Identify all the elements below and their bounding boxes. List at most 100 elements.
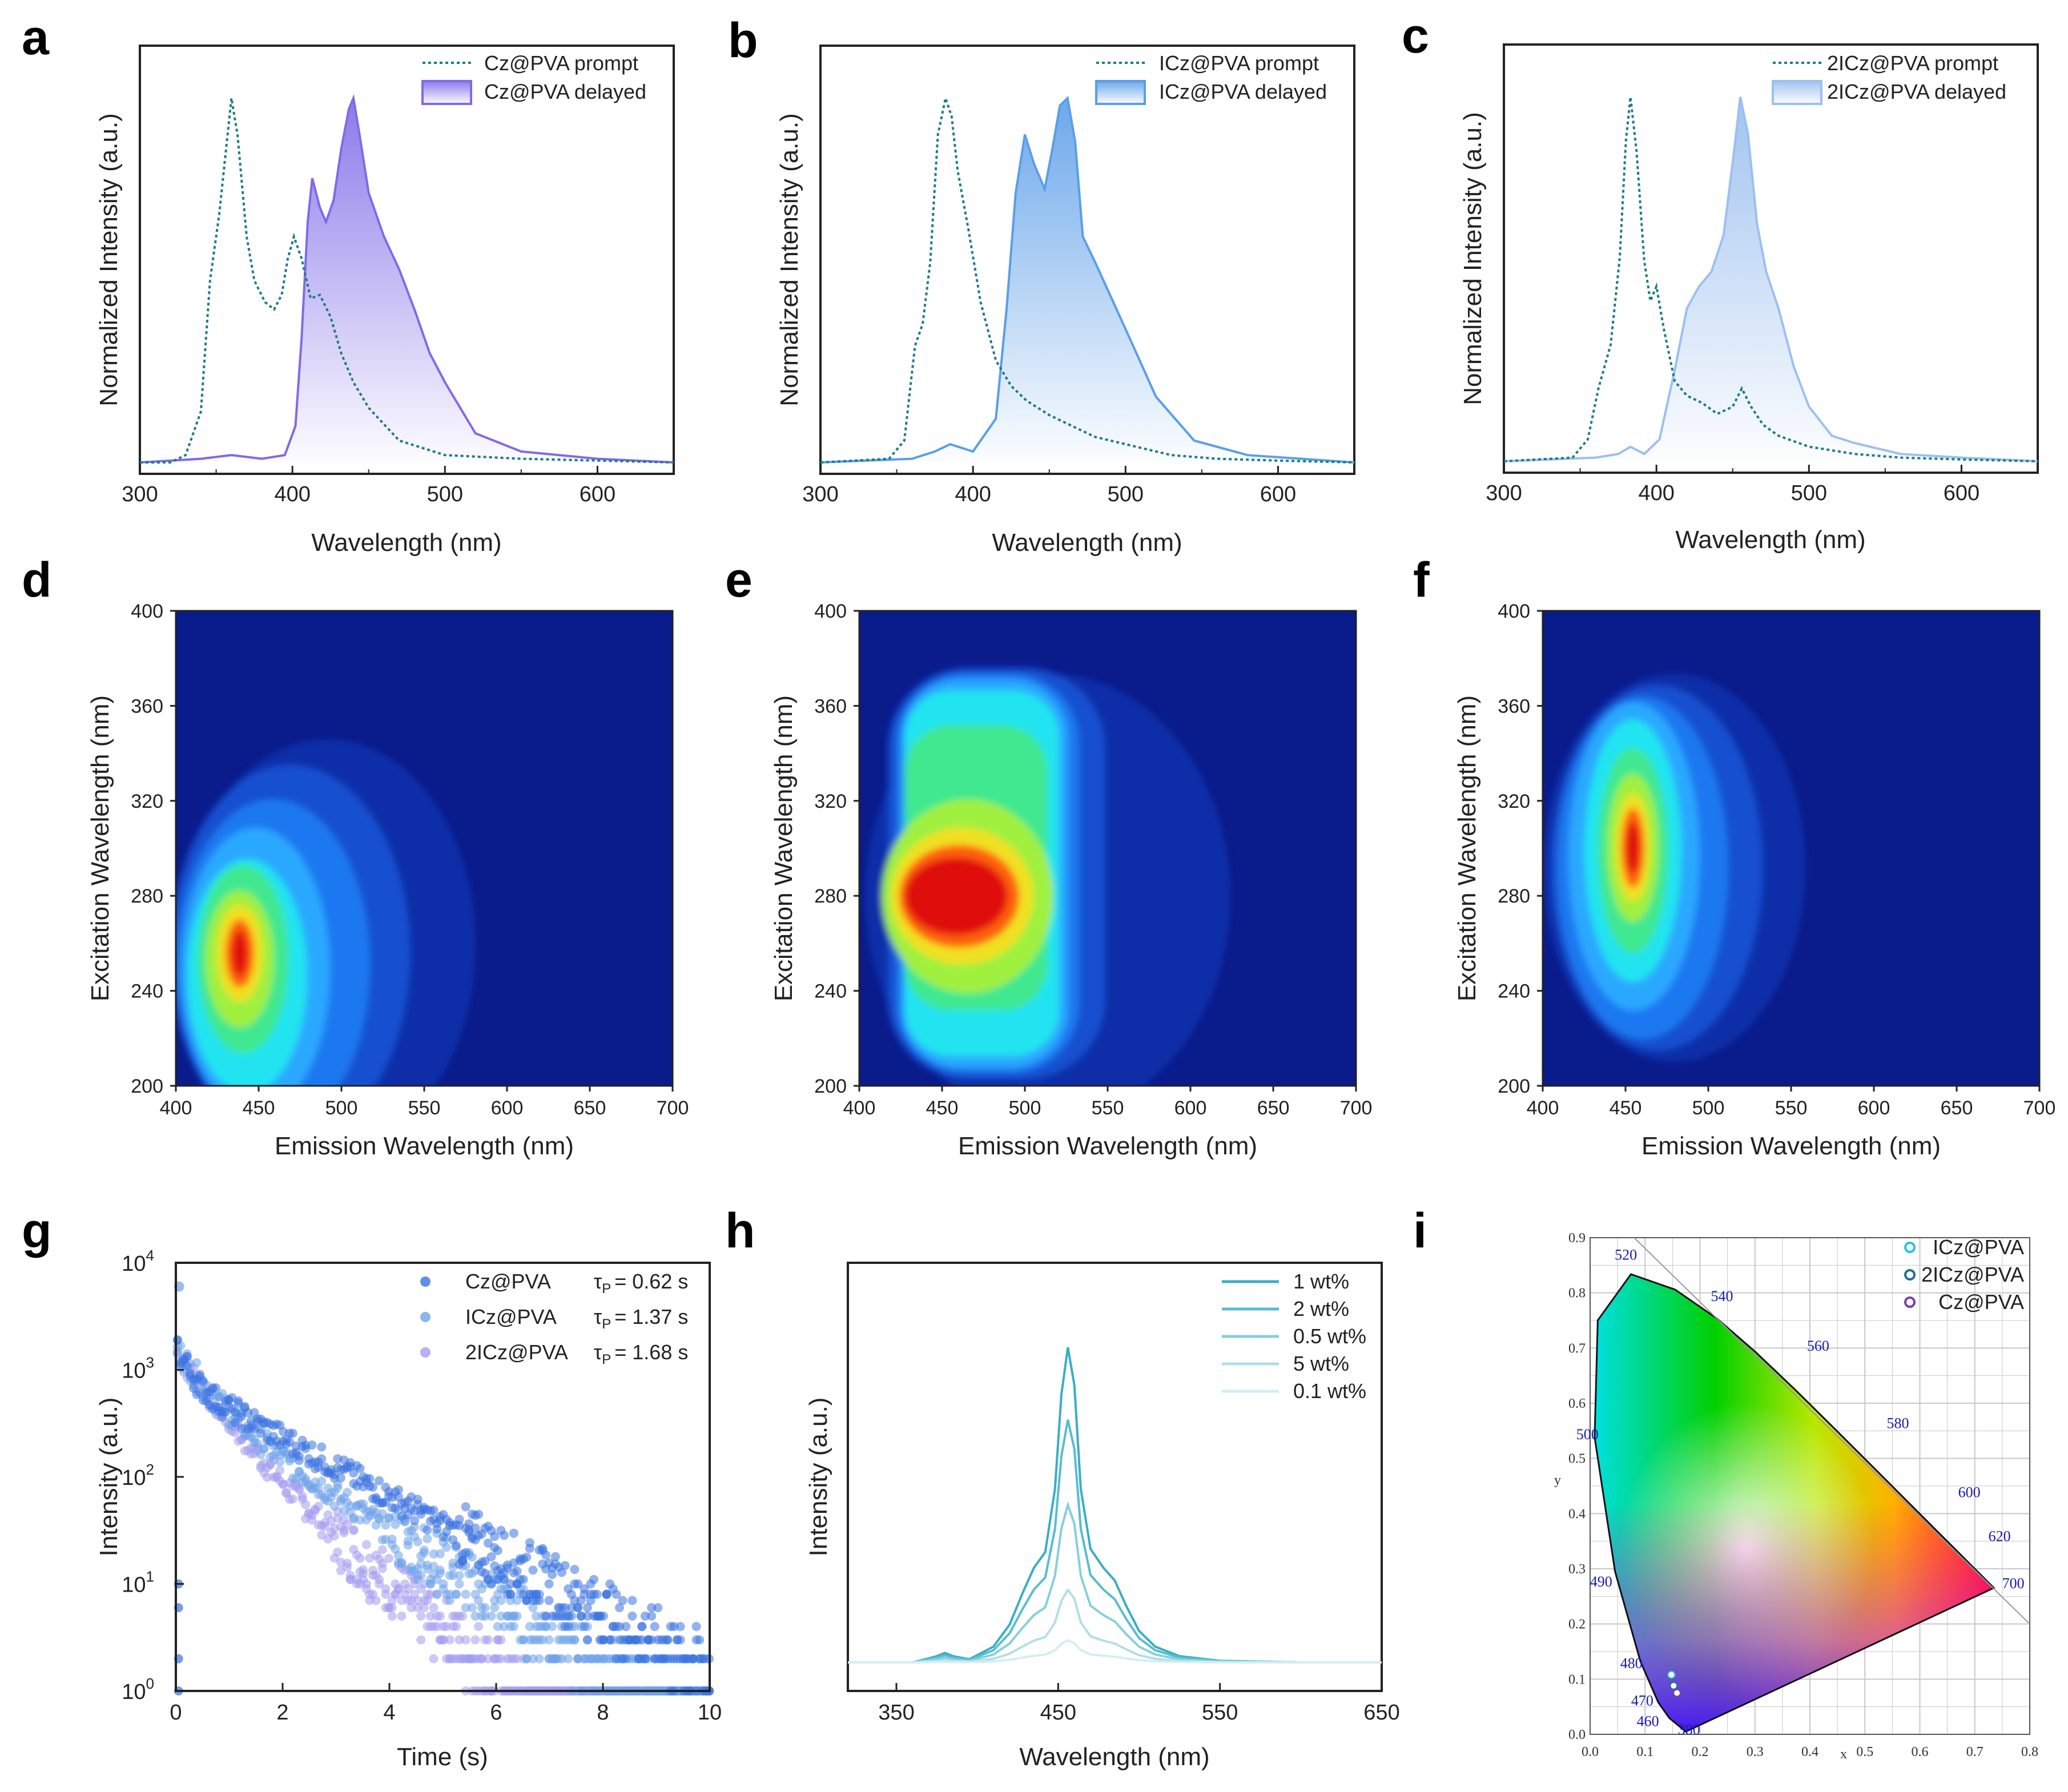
series-line-delayed [1504,96,2038,462]
decay-point [259,1444,269,1453]
decay-point [295,1451,304,1461]
decay-point [580,1584,589,1594]
decay-point [307,1440,317,1450]
plot-frame [847,1262,1383,1692]
decay-point [582,1635,592,1645]
heatmap-peak [232,931,248,976]
decay-point [580,1622,589,1632]
decay-point [544,1635,554,1645]
x-axis-ticks: 0 2 4 6 8 10 [170,1683,722,1725]
wavelength-label: 580 [1887,1415,1909,1432]
x-tick-label: 0.1 [1636,1745,1653,1759]
decay-point [445,1635,454,1645]
y-tick-label: 240 [814,981,847,1002]
decay-point [313,1501,323,1511]
y-tick-label: 102 [122,1461,154,1490]
decay-point [570,1565,580,1574]
heatmap-peak [905,857,1008,935]
x-tick-label: 450 [1040,1701,1076,1725]
decay-point [349,1525,359,1535]
legend-label: 0.5 wt% [1293,1324,1366,1348]
legend-marker [420,1347,431,1358]
decay-point [393,1584,403,1594]
decay-point [496,1611,506,1621]
decay-point [570,1596,580,1605]
panel-d: 400 450 500 550 600 650 700 200 240 280 320 360 400… [86,601,689,1160]
heatmap-plot [1543,611,2039,1086]
decay-point [564,1654,573,1664]
y-tick-label: 103 [122,1354,154,1383]
panel-f: 400 450 500 550 600 650 700 200 240 280 320 360 400… [1453,601,2055,1160]
legend-swatch-delayed [421,80,472,105]
decay-point [647,1603,657,1613]
x-tick-label: 300 [802,482,838,506]
panel-g: 0 2 4 6 8 10 100 101 102 103 104 Time (s) Intensi… [95,1247,722,1771]
decay-point [397,1559,407,1568]
legend-label: 2 wt% [1293,1297,1349,1320]
decay-point [518,1635,528,1645]
decay-point [361,1540,371,1549]
x-tick-label: 550 [1092,1097,1124,1119]
x-axis-ticks: 400 450 500 550 600 650 700 [160,1086,689,1119]
decay-point [663,1635,673,1645]
decay-point [493,1546,502,1556]
decay-point [409,1522,419,1532]
decay-point [582,1603,592,1613]
decay-point [534,1654,544,1664]
decay-point [368,1482,377,1492]
decay-point [573,1603,583,1613]
decay-point [550,1552,560,1561]
y-tick-label: 104 [122,1247,154,1276]
decay-point [512,1611,522,1621]
decay-point [573,1579,583,1589]
x-tick-label: 300 [1486,481,1522,505]
decay-point [230,1407,240,1417]
decay-point [500,1622,509,1632]
y-axis-label: Intensity (a.u.) [95,1398,123,1557]
legend-label: ICz@PVA [465,1305,557,1328]
decay-point [509,1528,518,1538]
decay-point [695,1635,705,1645]
heatmap-peak [1626,822,1640,873]
y-axis-ticks: 200 240 280 320 360 400 [131,601,176,1097]
panel-label: f [1413,553,1430,607]
plot-frame [1503,43,2039,474]
y-tick-label: 0.0 [1568,1727,1586,1742]
y-tick-label: 0.1 [1568,1672,1586,1687]
y-tick-label: 200 [814,1076,847,1097]
decay-point [675,1635,685,1645]
y-axis-ticks: 200 240 280 320 360 400 [814,601,859,1097]
y-axis-ticks: 200 240 280 320 360 400 [1498,601,1543,1097]
decay-point [477,1654,486,1664]
decay-point [333,1547,343,1557]
y-tick-label: 400 [814,601,847,622]
decay-point [182,1361,192,1371]
x-tick-label: 0.6 [1912,1745,1929,1759]
decay-point [413,1603,423,1613]
wavelength-label: 460 [1637,1713,1659,1730]
y-axis-label: Intensity (a.u.) [804,1398,832,1557]
decay-point [230,1418,240,1427]
decay-point [442,1543,451,1552]
decay-point [618,1596,627,1605]
decay-point [486,1579,496,1589]
x-axis-ticks: 300 400 500 600 [802,466,1355,506]
decay-point [602,1589,611,1599]
x-tick-label: 650 [574,1097,606,1119]
x-tick-label: 500 [1108,482,1144,506]
decay-point [689,1654,698,1664]
y-axis-ticks: 100 101 102 103 104 [122,1247,184,1704]
wavelength-label: 480 [1620,1655,1643,1672]
cie-purple-region [1594,1274,1994,1732]
x-tick-label: 600 [491,1097,524,1119]
x-tick-label: 0.5 [1856,1745,1873,1759]
x-tick-label: 450 [243,1097,275,1119]
y-tick-label: 0.2 [1568,1617,1586,1632]
x-tick-label: 0 [170,1701,182,1725]
decay-point [435,1565,445,1575]
decay-point [426,1611,435,1621]
decay-point [451,1589,461,1599]
decay-point [250,1424,259,1434]
decay-point [544,1596,554,1605]
legend-label: 5 wt% [1293,1352,1349,1375]
